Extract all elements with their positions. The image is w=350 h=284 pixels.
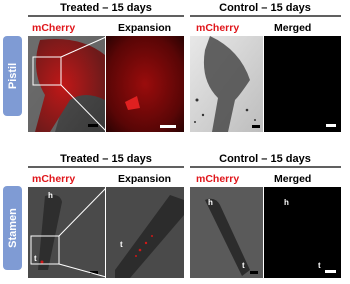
image-label: mCherry [32, 22, 75, 34]
image-annotation: t [242, 261, 245, 270]
zoom-line [60, 36, 107, 58]
zoom-line [60, 84, 107, 132]
image-annotation: h [48, 191, 53, 200]
micrograph [106, 36, 184, 132]
image-annotation: t [34, 254, 37, 263]
image-annotation: t [120, 240, 123, 249]
row-tab: Pistil [3, 36, 22, 116]
micrograph [28, 36, 105, 132]
panel-title: Control – 15 days [219, 2, 311, 14]
image-annotation: t [318, 261, 321, 270]
zoom-line [58, 187, 107, 237]
row-label: Pistil [7, 63, 19, 89]
row-tab: Stamen [3, 186, 22, 270]
row-label: Stamen [7, 208, 19, 248]
image-label: mCherry [32, 173, 75, 185]
image-label: Expansion [118, 22, 171, 34]
image-label: Expansion [118, 173, 171, 185]
panel-title: Treated – 15 days [60, 2, 152, 14]
micrograph [264, 36, 341, 132]
image-label: mCherry [196, 173, 239, 185]
image-label: Merged [274, 173, 311, 185]
image-annotation: h [284, 198, 289, 207]
micrograph [190, 36, 263, 132]
image-label: Merged [274, 22, 311, 34]
panel-title: Treated – 15 days [60, 153, 152, 165]
image-label: mCherry [196, 22, 239, 34]
micrograph [190, 187, 263, 278]
image-annotation: h [208, 198, 213, 207]
micrograph [264, 187, 341, 278]
micrograph [106, 187, 184, 278]
panel-title: Control – 15 days [219, 153, 311, 165]
zoom-line [58, 263, 107, 278]
